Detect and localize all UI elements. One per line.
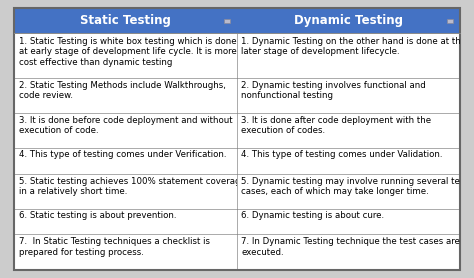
Text: 6. Static testing is about prevention.: 6. Static testing is about prevention.	[18, 211, 176, 220]
Text: 7. In Dynamic Testing technique the test cases are
executed.: 7. In Dynamic Testing technique the test…	[241, 237, 460, 257]
Text: 1. Static Testing is white box testing which is done
at early stage of developme: 1. Static Testing is white box testing w…	[18, 37, 237, 66]
Text: 2. Static Testing Methods include Walkthroughs,
code review.: 2. Static Testing Methods include Walkth…	[18, 81, 226, 100]
Text: Dynamic Testing: Dynamic Testing	[294, 14, 403, 27]
Text: 7.  In Static Testing techniques a checklist is
prepared for testing process.: 7. In Static Testing techniques a checkl…	[18, 237, 210, 257]
Bar	[237, 8, 460, 33]
Text: 4. This type of testing comes under Validation.: 4. This type of testing comes under Vali…	[241, 150, 443, 160]
Text: 1. Dynamic Testing on the other hand is done at the
later stage of development l: 1. Dynamic Testing on the other hand is …	[241, 37, 466, 56]
Text: 6. Dynamic testing is about cure.: 6. Dynamic testing is about cure.	[241, 211, 384, 220]
Text: 5. Dynamic testing may involve running several test
cases, each of which may tak: 5. Dynamic testing may involve running s…	[241, 177, 468, 196]
Bar	[224, 19, 230, 23]
Text: 5. Static testing achieves 100% statement coverage
in a relatively short time.: 5. Static testing achieves 100% statemen…	[18, 177, 246, 196]
Text: 4. This type of testing comes under Verification.: 4. This type of testing comes under Veri…	[18, 150, 226, 160]
Bar	[447, 19, 453, 23]
Text: Static Testing: Static Testing	[80, 14, 171, 27]
Text: 3. It is done after code deployment with the
execution of codes.: 3. It is done after code deployment with…	[241, 116, 432, 135]
Text: 3. It is done before code deployment and without
execution of code.: 3. It is done before code deployment and…	[18, 116, 232, 135]
Text: 2. Dynamic testing involves functional and
nonfunctional testing: 2. Dynamic testing involves functional a…	[241, 81, 426, 100]
Bar	[14, 8, 237, 33]
